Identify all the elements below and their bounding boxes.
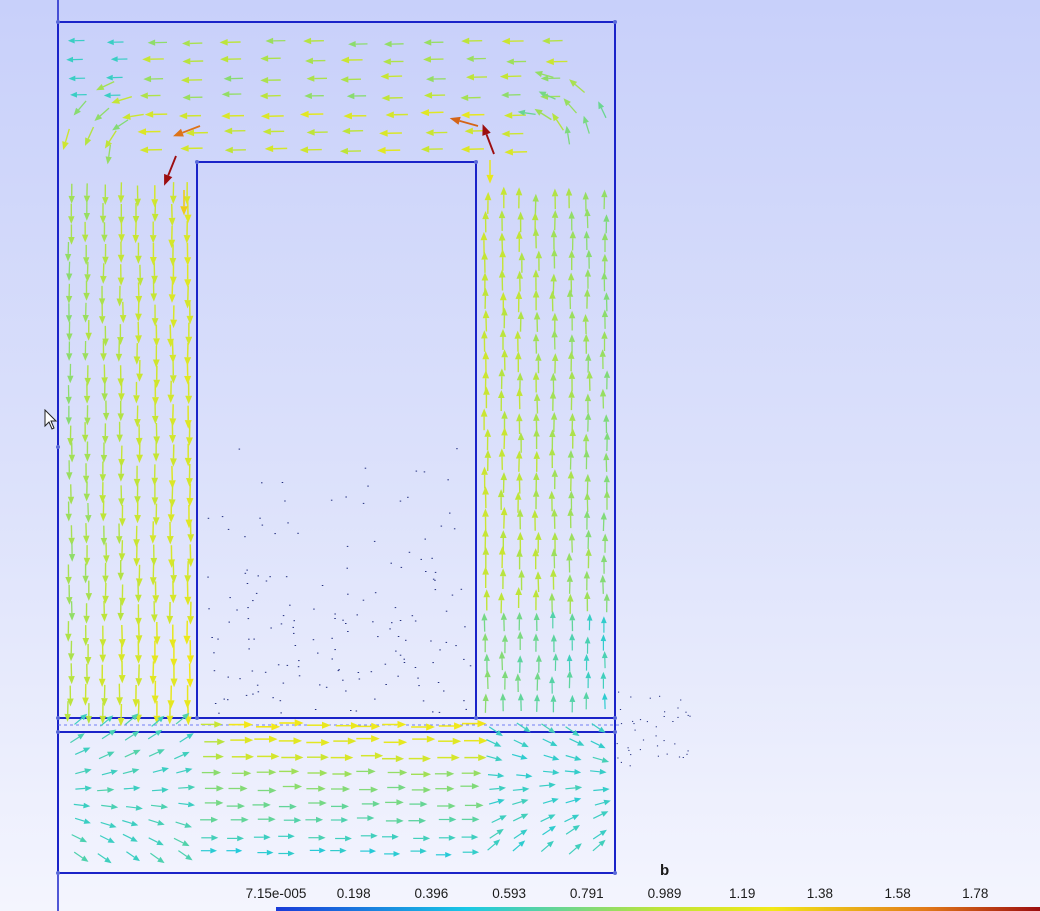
scalar-bar-tick-label: 0.593 xyxy=(492,886,526,901)
scalar-bar-title: b xyxy=(660,862,670,879)
scalar-bar-tick-label: 0.198 xyxy=(336,886,371,901)
flux-density-arrows xyxy=(62,37,611,864)
scalar-bar-tick-label: 1.58 xyxy=(884,886,911,901)
vertex-markers xyxy=(56,20,617,875)
scalar-bar-tick-label: 1.19 xyxy=(729,886,756,901)
scalar-bar-tick-label: 0.396 xyxy=(414,886,449,901)
scalar-bar-tick-label: 0.989 xyxy=(647,886,682,901)
mouse-cursor-icon xyxy=(44,409,58,430)
inner-window-outline xyxy=(196,161,477,719)
scalar-bar-tick-label: 1.38 xyxy=(806,886,834,901)
scalar-bar xyxy=(276,907,1040,911)
scalar-bar-tick-label: 1.78 xyxy=(962,886,989,901)
scalar-bar-tick-label: 0.791 xyxy=(569,886,604,901)
window-field-specks xyxy=(207,448,691,767)
scalar-bar-tick-label: 7.15e-005 xyxy=(245,886,307,901)
